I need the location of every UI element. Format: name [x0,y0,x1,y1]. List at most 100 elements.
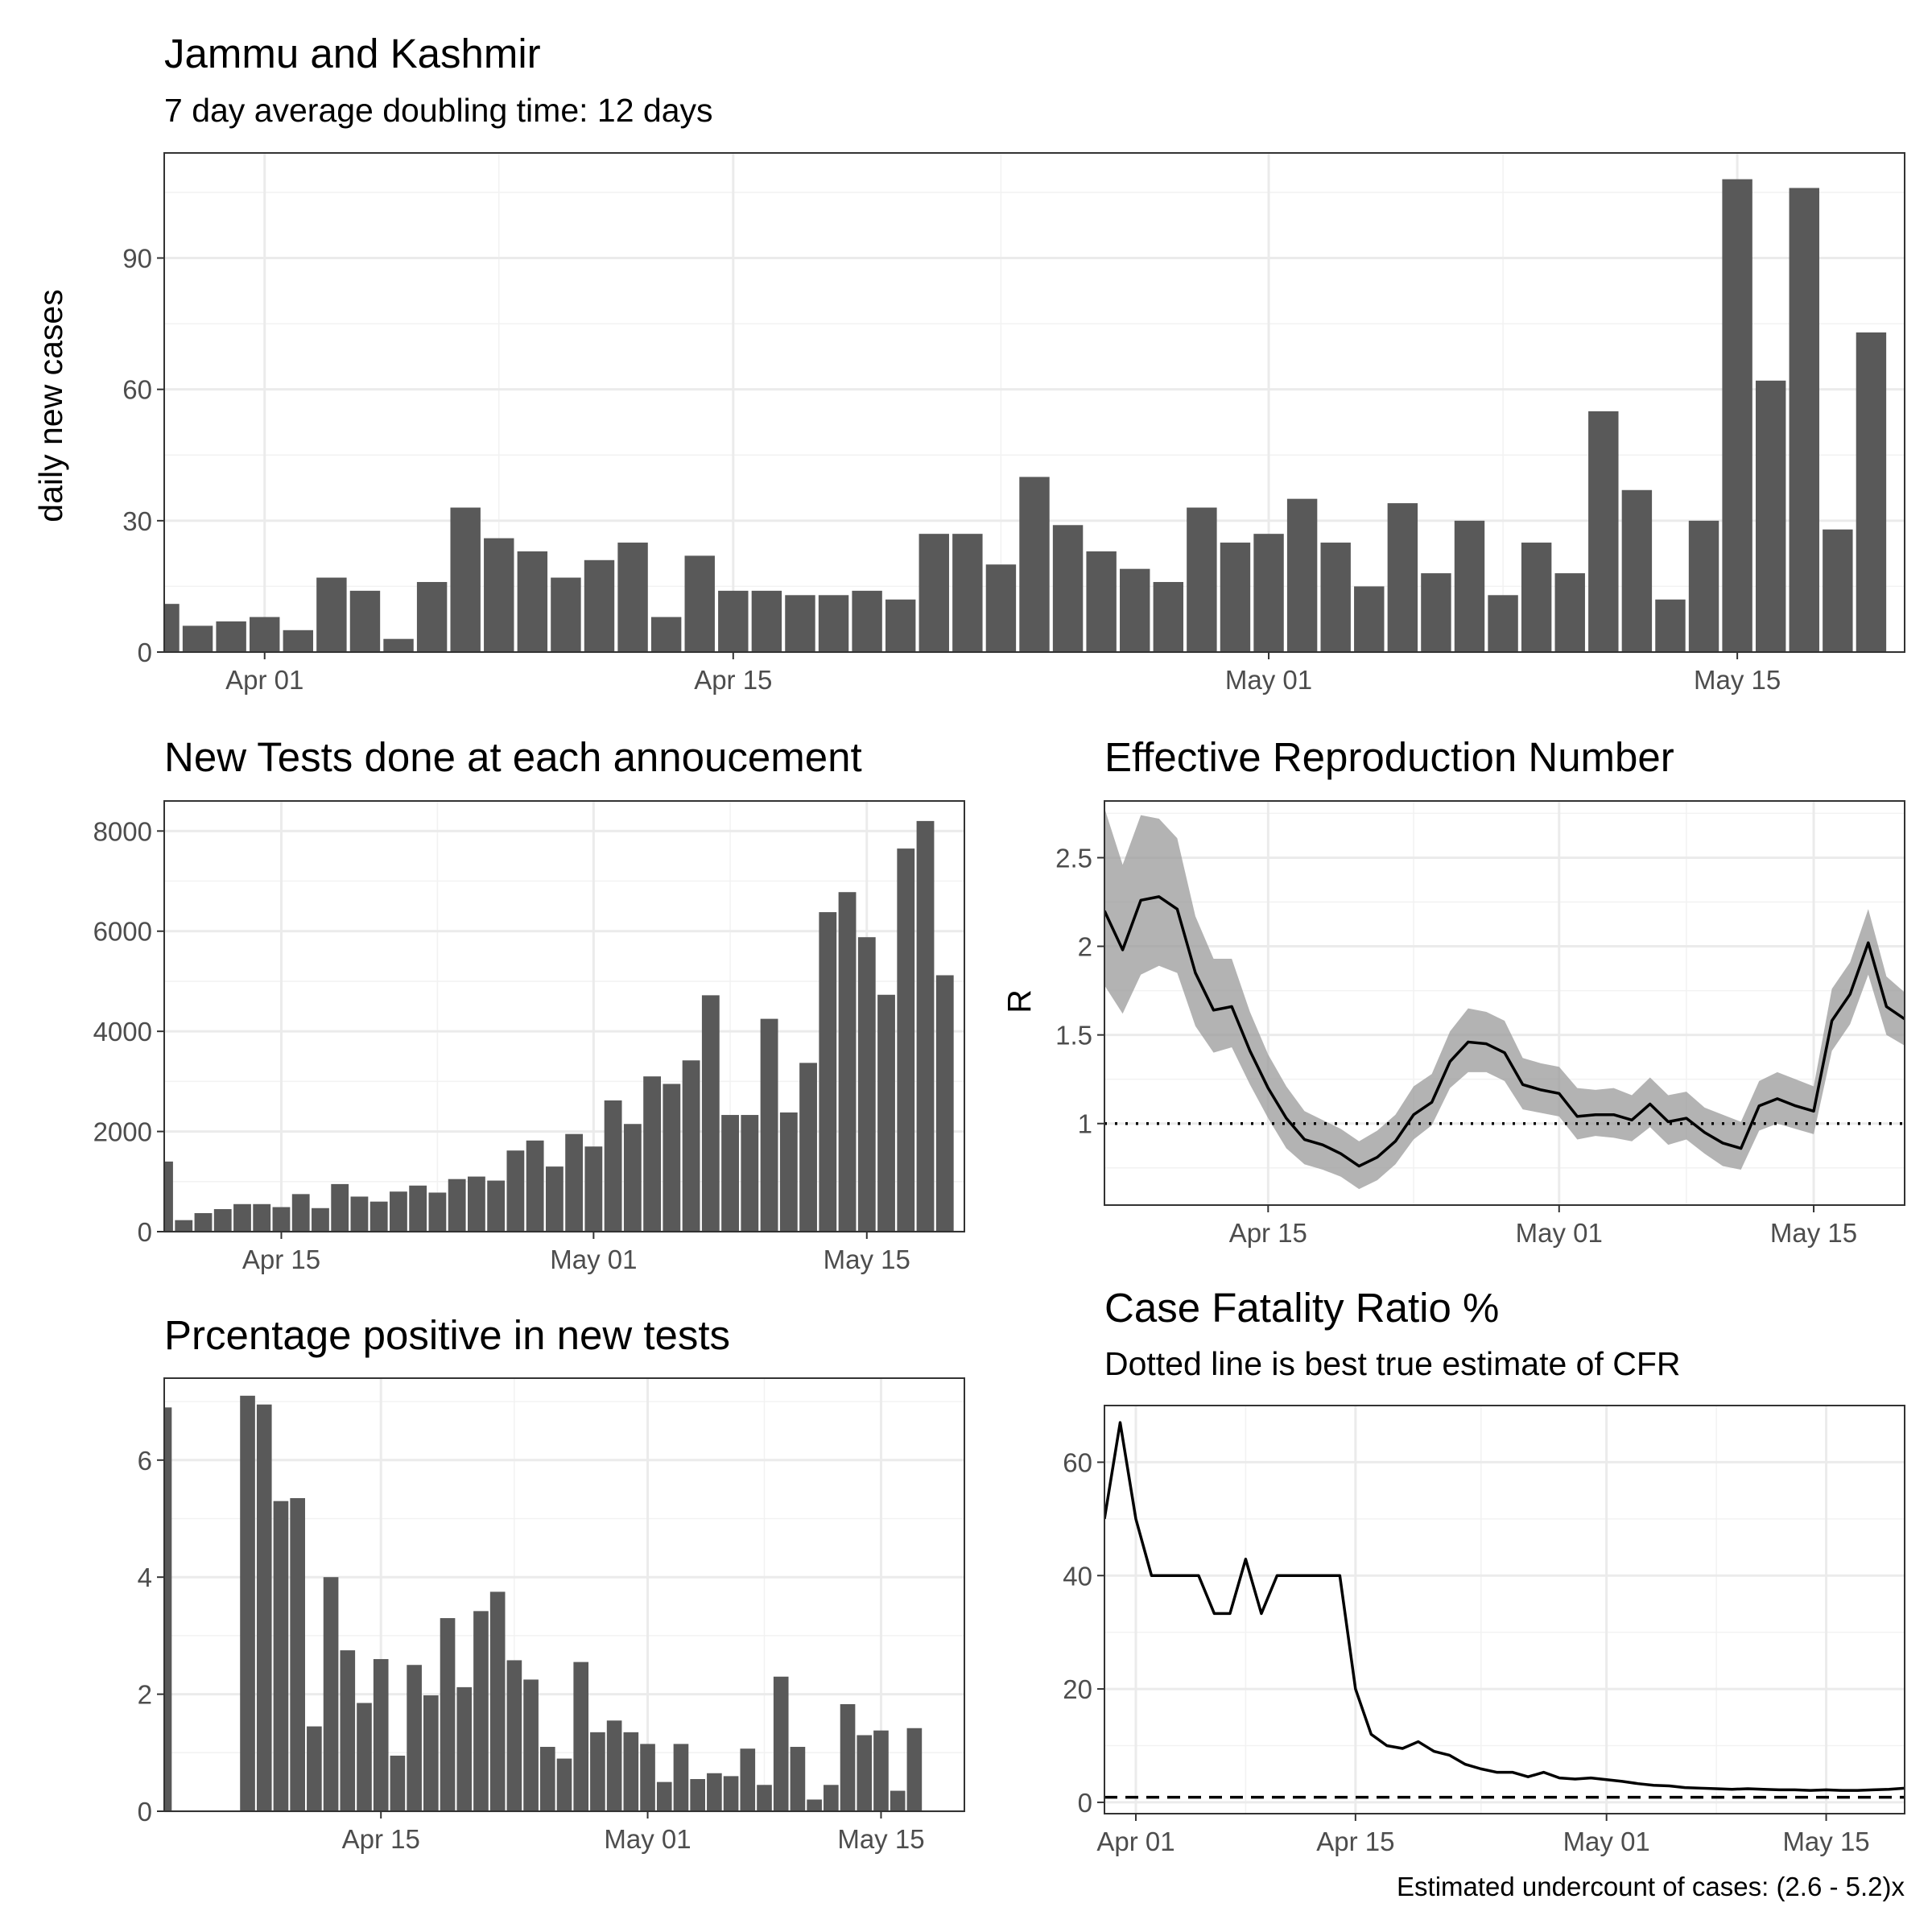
plot-area-percent-positive: 0 2 4 6 Apr 15 May 01 May 15 [138,1377,965,1854]
bar [539,1747,555,1811]
bar [852,590,882,652]
bar [369,1201,388,1232]
bar [182,625,213,652]
bar [1856,332,1887,652]
bar [506,1660,522,1811]
bar [663,1084,681,1232]
bar [216,621,246,652]
bar [741,1115,759,1232]
bar [682,1060,700,1232]
bar [623,1124,642,1232]
data-layer [164,1395,923,1811]
bar [723,1776,739,1811]
x-tick-label: May 15 [1782,1827,1869,1856]
bar [1521,543,1552,652]
bar [357,1703,372,1811]
bar [233,1203,251,1232]
x-tick-label: May 01 [550,1245,637,1274]
bar [773,1676,789,1811]
bar [1688,520,1719,652]
plot-area-cfr: 0 20 40 60 Apr 01 Apr 15 May 01 May 15 [1063,1405,1905,1856]
bar [718,590,749,652]
bar [213,1209,232,1232]
y-tick-label: 8000 [93,816,152,846]
bar [440,1618,456,1811]
x-tick-label: Apr 15 [1316,1827,1394,1856]
bar [240,1395,255,1811]
y-tick-label: 4000 [93,1017,152,1046]
bar [307,1726,322,1811]
y-axis-title: daily new cases [32,289,69,522]
bar [390,1755,406,1811]
bar [523,1679,539,1811]
bar [175,1220,193,1232]
bar [1588,411,1619,652]
r-title: Effective Reproduction Number [1104,734,1674,780]
bar [350,1196,369,1232]
bar [584,1146,603,1232]
bar [1789,188,1819,652]
bar [383,638,414,652]
bar [604,1100,622,1232]
bar [551,577,581,652]
bar [1153,581,1184,652]
bar [952,534,983,652]
bar [253,1203,271,1232]
panel-effective-r: Effective Reproduction Number R 1 1.5 2 2.5… [1001,734,1905,1248]
bar [701,995,720,1232]
bar [623,1732,639,1811]
bar [545,1166,564,1232]
bar [349,590,381,652]
bar [1488,595,1518,652]
bar [751,590,782,652]
bar [721,1115,739,1232]
bar [757,1785,772,1811]
x-tick-label: May 15 [824,1245,910,1274]
bar [640,1744,655,1811]
bar [1387,503,1418,652]
x-tick-label: Apr 01 [225,665,303,695]
bar [291,1194,310,1232]
bar [517,551,548,652]
cfr-title: Case Fatality Ratio % [1104,1285,1499,1331]
bar [799,1063,817,1232]
bar [407,1665,422,1811]
bar [164,1161,173,1232]
bar [484,538,514,652]
bar [643,1076,662,1232]
y-tick-label: 2.5 [1055,843,1092,873]
x-tick-label: Apr 15 [342,1824,420,1854]
plot-area-effective-r: 1 1.5 2 2.5 Apr 15 May 01 May 15 [1055,800,1905,1248]
bar [656,1781,672,1811]
x-tick-label: May 15 [837,1824,924,1854]
bar [506,1150,525,1232]
panel-cfr: Case Fatality Ratio % Dotted line is bes… [1063,1285,1905,1901]
bar [1823,529,1853,652]
y-tick-label: 60 [1063,1447,1092,1477]
x-tick-label: Apr 15 [694,665,772,695]
bar [423,1695,439,1811]
bar [194,1212,213,1232]
bar [526,1140,544,1232]
panel-border [1104,1405,1905,1814]
y-tick-label: 6 [138,1446,152,1476]
pct-title: Prcentage positive in new tests [164,1312,730,1358]
bar [877,994,895,1232]
bar [824,1785,839,1811]
x-tick-label: May 15 [1770,1218,1857,1248]
bar [807,1799,822,1811]
bar [779,1112,798,1232]
y-tick-label: 6000 [93,917,152,947]
cfr-caption: Estimated undercount of cases: (2.6 - 5.… [1397,1872,1905,1901]
bar [272,1207,291,1232]
bar [785,595,815,652]
bar [1354,586,1385,652]
bar [838,892,857,1232]
x-tick-label: May 15 [1694,665,1781,695]
bar [684,555,715,652]
bar [1722,179,1752,652]
bar [1655,599,1686,652]
series-line [1104,895,1905,1168]
x-tick-label: May 01 [1516,1218,1603,1248]
bar [489,1591,506,1811]
